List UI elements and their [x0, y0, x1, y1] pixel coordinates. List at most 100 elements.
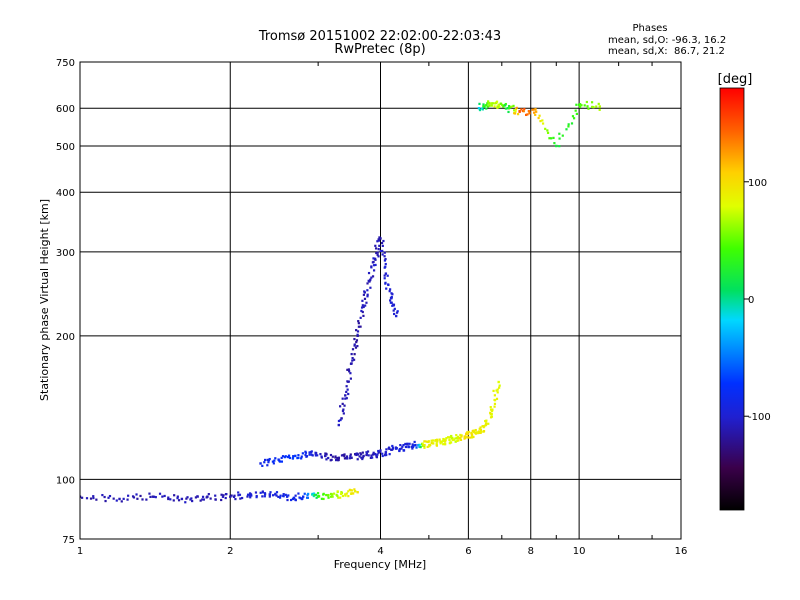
- data-point: [115, 499, 118, 502]
- data-point: [350, 456, 353, 459]
- data-point: [355, 329, 358, 332]
- data-point: [291, 497, 295, 501]
- data-point: [167, 496, 170, 499]
- data-point: [381, 454, 384, 458]
- data-point: [112, 497, 115, 500]
- data-point: [314, 493, 318, 496]
- data-point: [482, 430, 486, 433]
- data-point: [478, 431, 481, 434]
- data-point: [423, 440, 426, 443]
- data-point: [351, 348, 355, 351]
- data-point: [426, 445, 429, 448]
- data-point: [339, 496, 342, 499]
- data-point: [301, 495, 305, 498]
- data-point: [389, 288, 392, 291]
- x-axis-ticks: 1 2 4 6 8 10 16: [77, 62, 688, 557]
- data-point: [185, 497, 188, 500]
- data-point: [172, 499, 175, 502]
- data-point: [151, 495, 155, 498]
- data-point: [101, 493, 104, 497]
- data-point: [482, 426, 485, 429]
- data-point: [417, 444, 420, 447]
- data-point: [176, 495, 179, 498]
- data-point: [378, 244, 381, 247]
- data-point: [418, 445, 421, 448]
- data-point: [95, 498, 98, 501]
- data-point: [459, 433, 462, 437]
- data-point: [466, 436, 469, 439]
- data-point: [332, 492, 336, 495]
- data-point: [385, 287, 388, 290]
- y-tick-label: 300: [56, 248, 75, 259]
- data-point: [201, 498, 204, 501]
- data-point: [361, 304, 364, 307]
- data-point: [498, 386, 501, 389]
- data-point: [298, 496, 301, 499]
- data-point: [460, 435, 463, 438]
- data-point: [148, 492, 151, 495]
- data-point: [484, 104, 487, 107]
- data-point: [345, 492, 348, 495]
- data-point: [426, 440, 429, 443]
- data-point: [472, 431, 476, 434]
- data-point: [366, 289, 369, 292]
- data-point: [355, 339, 359, 342]
- data-point: [491, 408, 494, 411]
- data-point: [379, 237, 382, 240]
- data-point: [284, 455, 287, 458]
- data-point: [199, 499, 202, 502]
- data-point: [418, 443, 421, 446]
- data-point: [402, 449, 405, 452]
- data-point: [308, 453, 311, 456]
- data-point: [436, 440, 439, 443]
- data-point: [122, 497, 125, 500]
- data-point: [356, 491, 359, 494]
- data-point: [398, 447, 402, 451]
- x-tick-label: 1: [77, 546, 83, 557]
- data-point: [450, 437, 454, 440]
- data-point: [487, 422, 490, 425]
- data-point: [377, 451, 380, 454]
- data-point: [337, 496, 340, 499]
- data-point: [376, 240, 379, 243]
- data-point: [376, 453, 379, 456]
- data-point: [80, 496, 84, 499]
- y-tick-label: 75: [62, 535, 75, 546]
- data-point: [471, 435, 474, 438]
- data-point: [343, 454, 346, 458]
- data-point: [487, 101, 491, 105]
- data-point: [376, 253, 379, 256]
- data-point: [329, 459, 332, 462]
- data-point: [515, 106, 518, 109]
- data-point: [565, 128, 568, 131]
- data-point: [383, 259, 387, 262]
- data-point: [103, 495, 106, 499]
- data-point: [237, 494, 240, 497]
- data-point: [447, 436, 450, 439]
- data-point: [537, 116, 540, 120]
- data-point: [343, 453, 346, 456]
- data-point: [387, 283, 390, 286]
- data-point: [474, 431, 477, 434]
- data-point: [501, 104, 504, 107]
- colorbar-ticks: 100 0 -100: [744, 178, 771, 423]
- data-point: [347, 392, 350, 396]
- data-point: [304, 453, 307, 457]
- data-point: [390, 301, 393, 304]
- data-point: [388, 290, 391, 293]
- stats-o-mode: mean, sd,O: -96.3, 16.2: [608, 35, 726, 46]
- data-point: [167, 497, 170, 501]
- data-point: [435, 438, 439, 441]
- data-point: [300, 457, 303, 460]
- data-point: [139, 494, 142, 498]
- data-point: [362, 305, 365, 309]
- data-point: [574, 109, 577, 112]
- data-point: [428, 443, 431, 447]
- data-point: [381, 244, 384, 248]
- data-point: [435, 442, 438, 445]
- data-point: [282, 495, 285, 498]
- data-point: [362, 314, 365, 317]
- data-point: [136, 497, 139, 500]
- data-point: [453, 438, 456, 441]
- x-tick-label: 16: [675, 546, 688, 557]
